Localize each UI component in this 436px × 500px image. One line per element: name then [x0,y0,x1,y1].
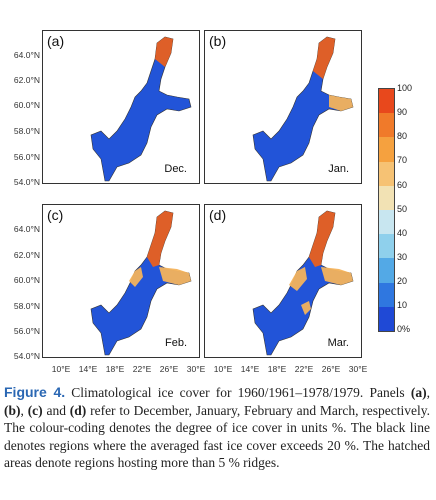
lat-label: 64.0°N [13,50,40,60]
caption-figure-label: Figure 4. [4,384,66,400]
colorbar-segment [379,161,394,187]
lon-label: 18°E [267,364,287,374]
lon-label: 10°E [213,364,233,374]
colorbar-segment [379,113,394,138]
lon-label: 26°E [159,364,179,374]
colorbar-segment [379,210,394,235]
month-label: Jan. [328,163,349,175]
caption-text: and [42,402,70,418]
caption-text: refer to December, January, February and… [4,402,431,471]
colorbar-segment [379,258,394,284]
ice-cover-area [159,267,191,285]
lon-label: 26°E [321,364,341,374]
caption-panel-ref: (a) [410,385,427,400]
map-panel-jan: (b) Jan. [204,30,362,184]
lon-label: 18°E [105,364,125,374]
colorbar-tick: 80 [397,131,408,141]
lat-label: 54.0°N [13,351,40,361]
colorbar-segment [379,282,394,308]
baltic-map-feb [90,210,192,356]
colorbar-tick: 70 [397,155,408,165]
colorbar-tick: 10 [397,300,408,310]
colorbar-segment [379,185,394,211]
ice-cover-area [309,211,335,267]
colorbar [378,88,395,332]
baltic-map-jan [252,36,354,182]
colorbar-tick: 90 [397,107,408,117]
colorbar-segment [379,89,394,114]
caption-panel-ref: (c) [27,402,43,418]
lat-label: 54.0°N [13,177,40,187]
lat-label: 60.0°N [13,275,40,285]
baltic-map-dec [90,36,192,182]
colorbar-tick: 30 [397,252,408,262]
lon-label: 22°E [132,364,152,374]
month-label: Mar. [327,337,349,349]
figure-caption: Figure 4. Climatological ice cover for 1… [4,384,430,472]
lon-label: 10°E [51,364,71,374]
ice-cover-area [313,37,335,79]
lon-label: 30°E [186,364,206,374]
colorbar-segment [379,234,394,259]
ice-cover-area [147,211,173,267]
panel-label: (d) [209,207,227,223]
lat-label: 60.0°N [13,100,40,110]
lat-label: 62.0°N [13,75,40,85]
ice-cover-area [321,267,353,285]
lat-label: 56.0°N [13,326,40,336]
month-label: Dec. [164,163,187,175]
lat-label: 58.0°N [13,126,40,136]
panel-label: (a) [47,33,65,49]
caption-panel-ref: (d) [69,402,87,418]
ice-cover-area [301,301,311,315]
ice-cover-area [155,37,173,67]
caption-text: , [20,402,28,418]
panel-label: (b) [209,33,227,49]
caption-text: Climatological ice cover for 1960/1961–1… [65,385,411,400]
colorbar-tick: 40 [397,228,408,238]
ice-cover-area [129,267,143,287]
lat-label: 56.0°N [13,152,40,162]
lat-label: 64.0°N [13,224,40,234]
baltic-map-mar [252,210,354,356]
colorbar-tick: 100 [397,83,413,93]
lon-label: 30°E [348,364,368,374]
lat-label: 58.0°N [13,301,40,311]
lat-label: 62.0°N [13,250,40,260]
map-panel-feb: (c) Feb. [42,204,200,358]
colorbar-tick: 50 [397,204,408,214]
ice-cover-area [289,267,307,291]
colorbar-segment [379,306,394,331]
figure: (a) Dec. (b) Jan. (c) Feb. (d) Mar. 64.0… [13,30,413,374]
lon-label: 14°E [240,364,260,374]
caption-panel-ref: (b) [4,402,21,418]
colorbar-tick: 60 [397,180,408,190]
colorbar-tick: 0% [397,324,411,334]
month-label: Feb. [164,337,187,349]
map-panel-mar: (d) Mar. [204,204,362,358]
colorbar-segment [379,137,394,163]
ice-cover-area [329,95,353,111]
lon-label: 22°E [294,364,314,374]
lon-label: 14°E [78,364,98,374]
panel-label: (c) [47,207,64,223]
map-panel-dec: (a) Dec. [42,30,200,184]
colorbar-tick: 20 [397,276,408,286]
sea-area [90,36,192,182]
caption-text: , [426,385,430,400]
